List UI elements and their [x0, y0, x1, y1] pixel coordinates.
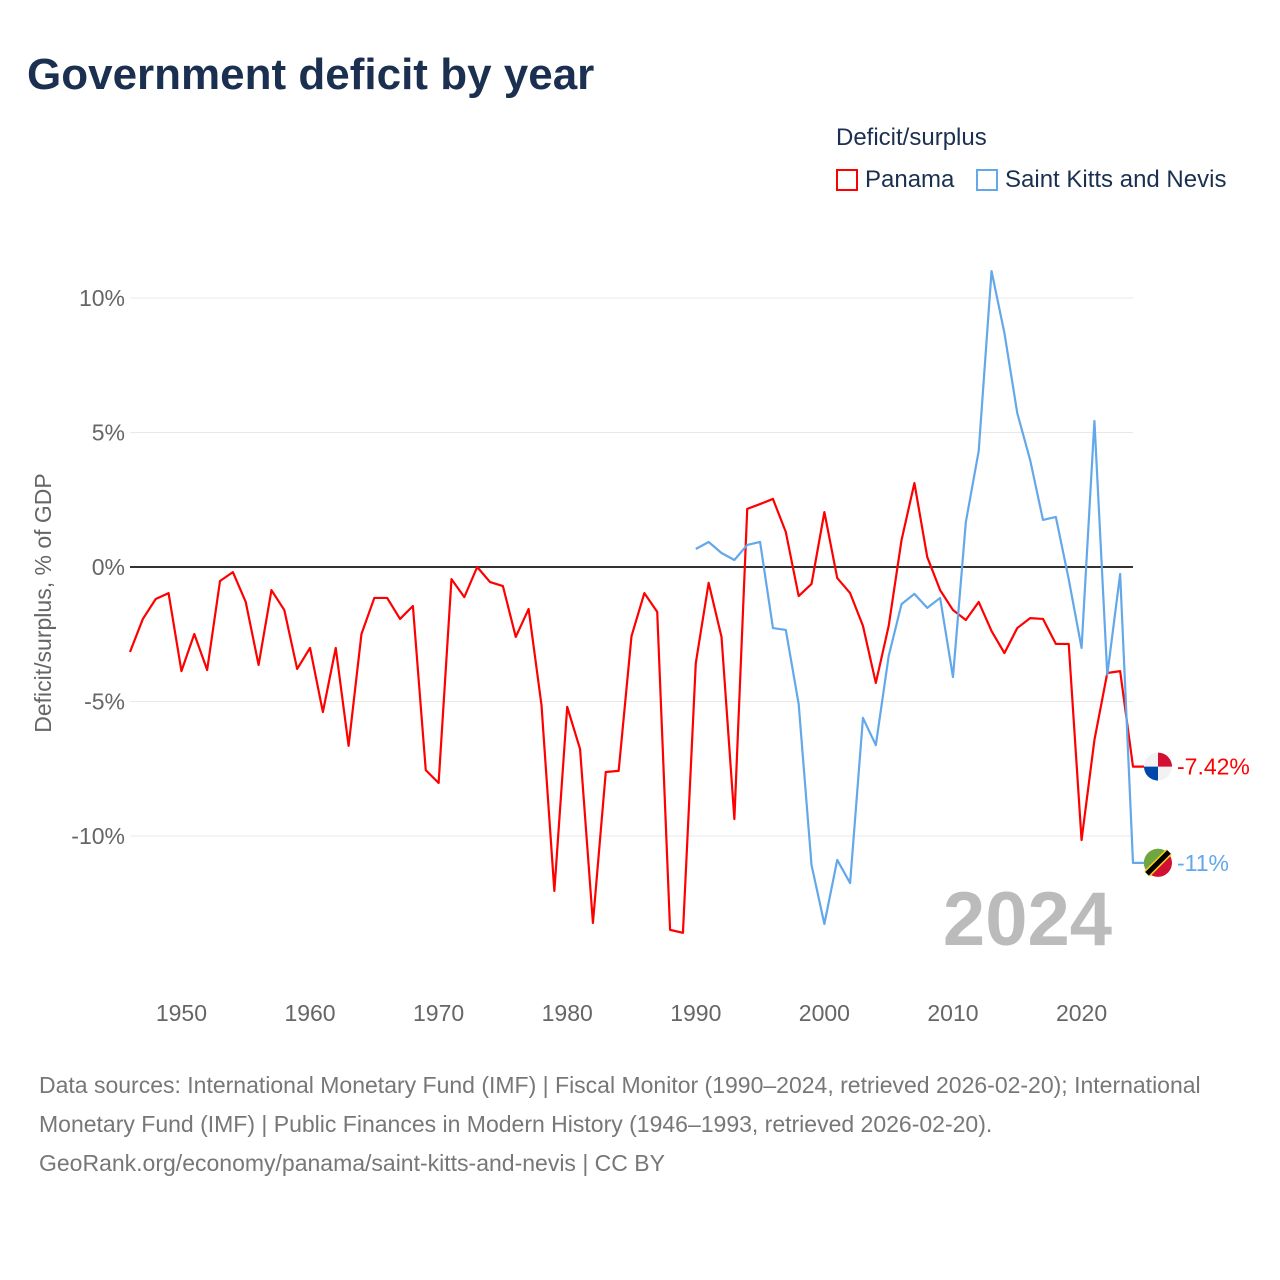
legend-swatch-panama — [836, 169, 858, 191]
series-line-panama — [128, 481, 1147, 934]
legend-label-saint-kitts: Saint Kitts and Nevis — [1005, 166, 1227, 193]
x-tick-label: 1980 — [542, 1000, 593, 1026]
x-tick-label: 1950 — [156, 1000, 207, 1026]
y-tick-label: 5% — [92, 420, 125, 446]
end-value-label-saint-kitts: -11% — [1177, 850, 1229, 876]
x-tick-label: 2000 — [799, 1000, 850, 1026]
legend-title: Deficit/surplus — [836, 124, 987, 151]
legend-label-panama: Panama — [865, 166, 955, 193]
y-tick-label: -5% — [84, 689, 125, 715]
y-tick-label: 0% — [92, 554, 125, 580]
source-link[interactable]: GeoRank.org/economy/panama/saint-kitts-a… — [39, 1150, 665, 1176]
year-watermark: 2024 — [942, 877, 1112, 962]
flag-panama-icon — [1144, 766, 1158, 781]
x-tick-label: 1970 — [413, 1000, 464, 1026]
data-sources: Data sources: International Monetary Fun… — [39, 1072, 1201, 1137]
series-line-saint-kitts — [695, 270, 1147, 926]
legend-item-panama[interactable]: Panama — [836, 166, 954, 194]
legend-swatch-saint-kitts — [976, 169, 998, 191]
line-chart: 10% 5% 0% -5% -10% 1950 1960 1970 1980 1990 2000 20… — [30, 270, 1250, 1026]
y-tick-label: -10% — [71, 823, 125, 849]
footer: Data sources: International Monetary Fun… — [39, 1066, 1239, 1183]
x-tick-label: 2020 — [1056, 1000, 1107, 1026]
y-axis-label: Deficit/surplus, % of GDP — [30, 473, 56, 732]
flag-saint-kitts-icon — [1145, 850, 1171, 876]
x-tick-label: 2010 — [927, 1000, 978, 1026]
end-value-label-panama: -7.42% — [1177, 754, 1250, 780]
legend-item-saint-kitts[interactable]: Saint Kitts and Nevis — [976, 166, 1226, 194]
y-tick-label: 10% — [79, 285, 125, 311]
chart-title: Government deficit by year — [27, 50, 595, 99]
x-tick-label: 1960 — [284, 1000, 335, 1026]
flag-panama-icon — [1158, 752, 1172, 767]
x-tick-label: 1990 — [670, 1000, 721, 1026]
